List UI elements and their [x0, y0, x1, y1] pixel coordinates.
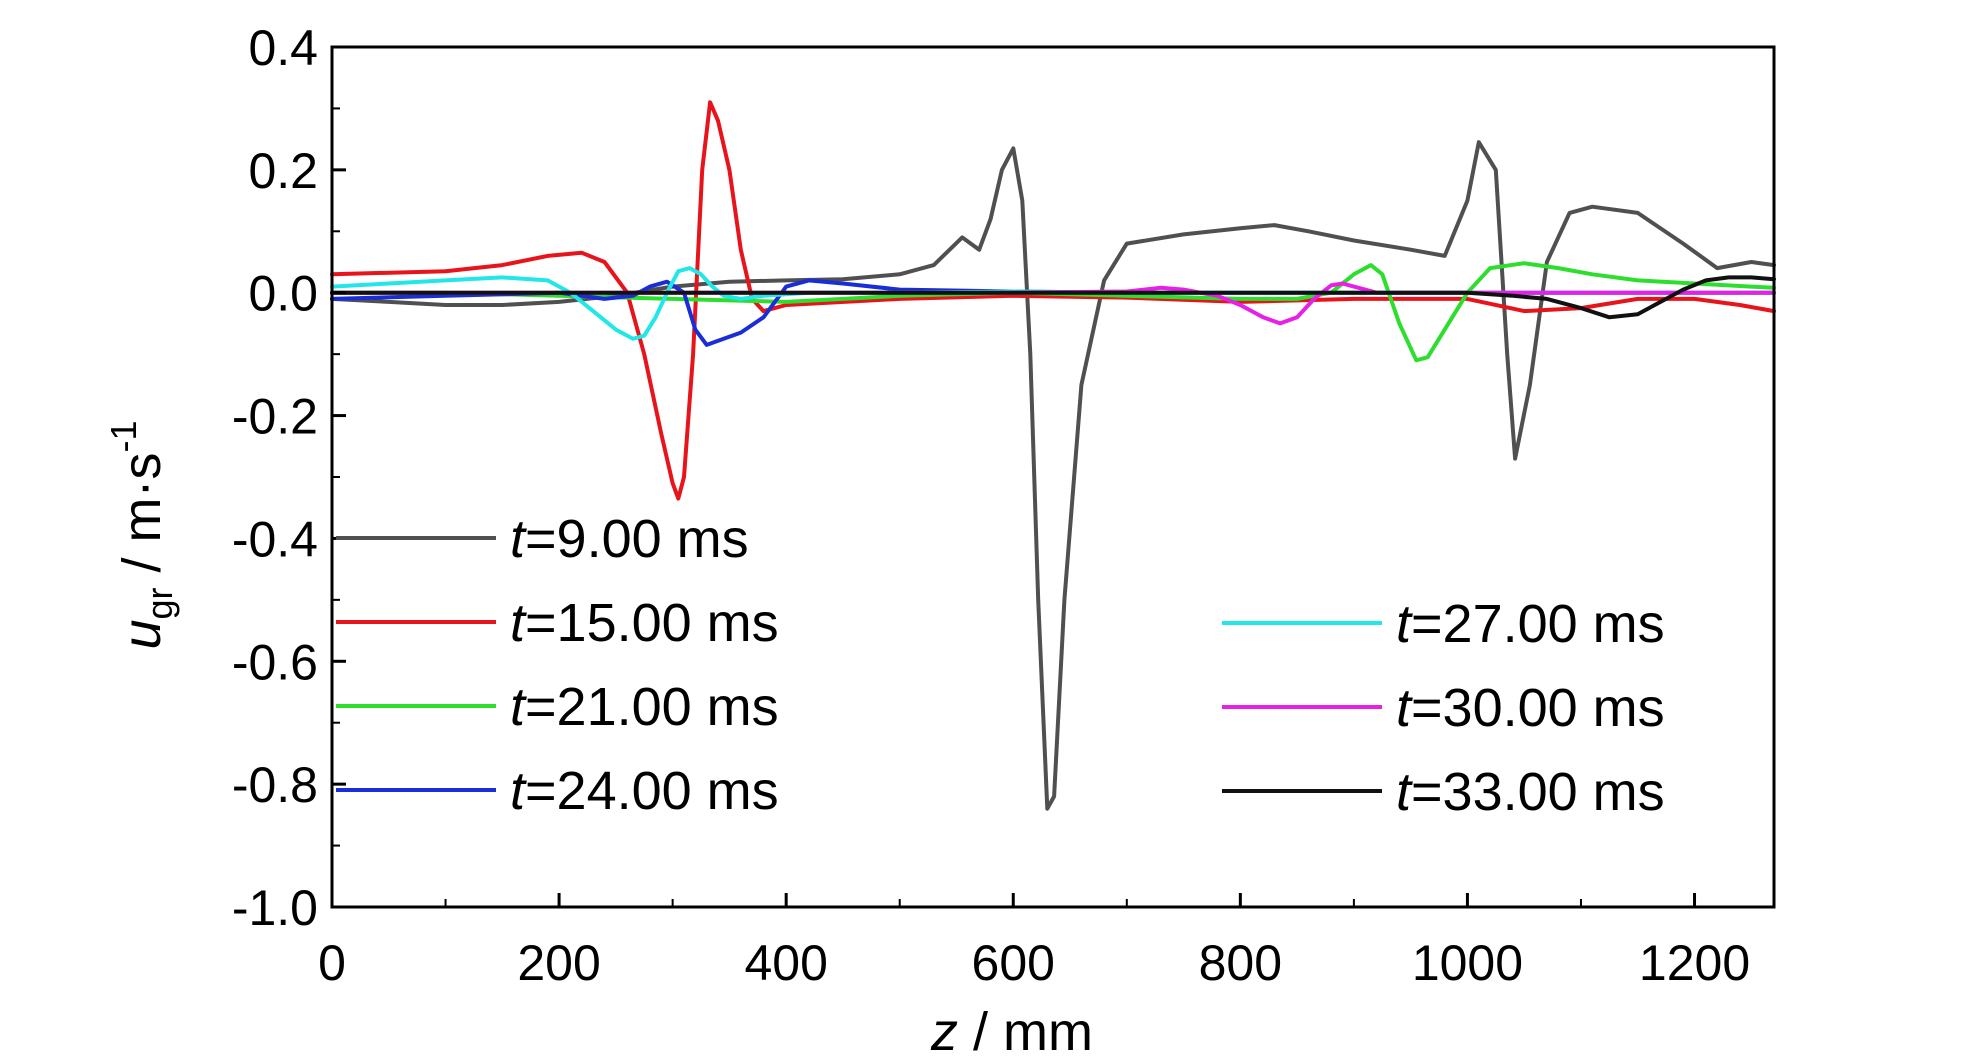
x-axis-title: z / mm [930, 1002, 1093, 1062]
series-line-2 [330, 261, 1776, 363]
legend-label-2: t=21.00 ms [510, 677, 779, 737]
y-tick-label: -0.2 [232, 389, 318, 445]
y-axis: 0.4 0.2 0.0 -0.2 -0.4 -0.6 -0.8 -1.0 [232, 20, 346, 936]
y-tick-label: -0.8 [232, 757, 318, 813]
legend-label-5: t=30.00 ms [1396, 678, 1665, 738]
y-tick-label: -0.6 [232, 634, 318, 690]
y-tick-label: -0.4 [232, 511, 318, 567]
x-tick-label: 0 [318, 935, 346, 991]
x-axis: 0 200 400 600 800 1000 1200 [318, 893, 1750, 991]
x-tick-label: 200 [517, 935, 600, 991]
legend-label-6: t=33.00 ms [1396, 762, 1665, 822]
x-axis-variable: z [930, 1002, 958, 1062]
y-axis-unit: / m·s [112, 452, 172, 587]
y-tick-label: 0.2 [248, 143, 318, 199]
x-tick-label: 800 [1199, 935, 1282, 991]
y-axis-title: ugr / m·s-1 [103, 420, 180, 649]
x-axis-unit: / mm [958, 1002, 1093, 1062]
x-tick-label: 400 [744, 935, 827, 991]
x-tick-label: 600 [972, 935, 1055, 991]
series-line-6 [330, 275, 1776, 320]
legend-label-3: t=24.00 ms [510, 761, 779, 821]
y-axis-superscript: -1 [103, 420, 144, 452]
legend-label-4: t=27.00 ms [1396, 594, 1665, 654]
y-axis-subscript: gr [139, 587, 180, 619]
series-line-0 [330, 140, 1776, 811]
series-layer [330, 100, 1776, 811]
y-tick-label: -1.0 [232, 880, 318, 936]
x-tick-label: 1000 [1412, 935, 1523, 991]
legend-label-0: t=9.00 ms [510, 509, 749, 569]
legend-label-1: t=15.00 ms [510, 593, 779, 653]
y-tick-label: 0.0 [248, 266, 318, 322]
y-tick-label: 0.4 [248, 20, 318, 76]
legend: t=9.00 ms t=15.00 ms t=21.00 ms t=24.00 ms t… [336, 509, 1665, 822]
y-axis-variable: u [112, 619, 172, 649]
x-tick-label: 1200 [1639, 935, 1750, 991]
series-line-1 [330, 100, 1776, 501]
